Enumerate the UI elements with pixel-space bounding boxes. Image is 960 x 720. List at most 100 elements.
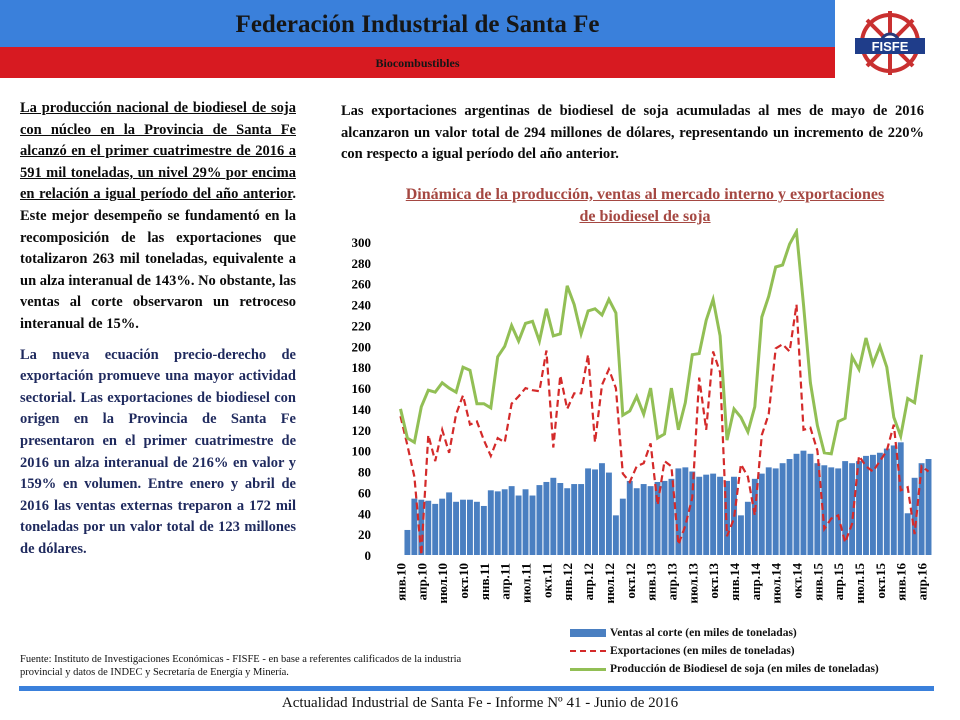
sales-bar: [508, 486, 515, 555]
sales-bar: [425, 500, 432, 555]
sales-bar: [661, 480, 668, 555]
sales-bar: [779, 463, 786, 555]
sales-bar: [696, 476, 703, 555]
sales-bar: [612, 515, 619, 555]
y-tick-label: 220: [352, 318, 372, 333]
exports-line: [399, 304, 930, 556]
x-tick-label: янв.15: [810, 563, 825, 601]
sales-bar: [682, 467, 689, 555]
sales-bar: [404, 529, 411, 555]
sales-bar: [849, 463, 856, 555]
fisfe-logo: FISFE: [855, 11, 925, 75]
sales-bar: [460, 499, 466, 555]
y-tick-label: 260: [352, 277, 372, 292]
sales-bar: [842, 461, 849, 555]
x-tick-label: июл.14: [769, 563, 784, 604]
sales-bar: [473, 501, 480, 555]
sales-bar: [432, 503, 439, 555]
y-tick-label: 60: [358, 485, 371, 500]
sales-bar: [619, 498, 626, 555]
legend-label-exports: Exportaciones (en miles de toneladas): [610, 645, 795, 657]
y-tick-label: 100: [352, 444, 372, 459]
y-tick-label: 180: [352, 360, 372, 375]
sales-bar: [578, 484, 585, 555]
sales-bar: [863, 455, 869, 555]
y-tick-label: 80: [358, 465, 371, 480]
section-bar: [0, 47, 835, 78]
legend-label-sales: Ventas al corte (en miles de toneladas): [610, 627, 797, 639]
sales-bar: [918, 463, 925, 555]
x-tick-label: июл.13: [685, 563, 700, 604]
sales-bar: [751, 478, 758, 555]
sales-bar: [564, 488, 571, 555]
sales-bar: [480, 505, 487, 555]
y-tick-label: 0: [365, 548, 372, 563]
sales-bar: [599, 463, 605, 555]
sales-bar: [536, 485, 543, 555]
sales-bar: [758, 473, 765, 555]
sales-bar: [585, 468, 592, 555]
y-tick-label: 200: [352, 339, 372, 354]
x-tick-label: янв.14: [727, 563, 742, 601]
x-tick-label: апр.10: [414, 563, 429, 600]
right-paragraph: Las exportaciones argentinas de biodiese…: [341, 103, 924, 163]
sales-bar: [821, 465, 828, 555]
y-tick-label: 140: [352, 402, 372, 417]
chart-title: Dinámica de la producción, ventas al mer…: [405, 186, 885, 225]
sales-bar: [800, 450, 807, 555]
sales-bar: [626, 480, 633, 555]
sales-bar: [550, 477, 557, 555]
x-tick-label: янв.16: [894, 563, 909, 601]
x-tick-label: окт.10: [456, 563, 471, 599]
sales-bar: [883, 448, 890, 555]
logo-text: FISFE: [872, 39, 909, 54]
sales-bar: [835, 468, 842, 555]
sales-bar: [925, 459, 932, 555]
x-tick-label: июл.11: [519, 563, 534, 603]
legend-swatch-production: [570, 667, 606, 671]
x-tick-label: окт.15: [873, 563, 888, 599]
left-paragraph-1: La producción nacional de biodiesel de s…: [20, 98, 296, 336]
sales-bar: [856, 461, 862, 555]
sales-bar: [904, 513, 911, 555]
x-tick-label: апр.12: [581, 563, 596, 600]
sales-bar: [605, 472, 612, 555]
sales-bar: [689, 471, 696, 555]
sales-bar: [654, 481, 661, 555]
sales-bar: [793, 453, 800, 555]
x-tick-label: июл.15: [852, 563, 867, 604]
y-tick-label: 300: [352, 235, 372, 250]
sales-bar: [897, 442, 904, 555]
sales-bar: [807, 453, 814, 555]
x-tick-label: июл.12: [602, 563, 617, 604]
y-tick-label: 40: [358, 506, 371, 521]
sales-bar: [501, 489, 508, 555]
sales-bar: [828, 467, 835, 555]
sales-bar: [717, 476, 724, 555]
legend-item-production: Producción de Biodiesel de soja (en mile…: [570, 660, 879, 678]
sales-bar: [744, 501, 751, 555]
sales-bar: [529, 495, 536, 555]
x-tick-label: апр.16: [915, 563, 930, 601]
sales-bar: [571, 484, 578, 555]
footer-bar: [19, 686, 934, 691]
x-tick-label: апр.14: [748, 563, 763, 601]
x-tick-label: окт.11: [539, 563, 554, 598]
sales-bar: [592, 469, 598, 555]
legend-swatch-sales: [570, 629, 606, 637]
sales-bar: [876, 452, 883, 555]
left-paragraph-2: La nueva ecuación precio-derecho de expo…: [20, 346, 296, 557]
biodiesel-chart: 0 20 40 60 80 100 120 140 160 180 200 220 240 260 280 3…: [352, 228, 932, 604]
page-title: Federación Industrial de Santa Fe: [235, 11, 600, 38]
x-tick-label: янв.12: [560, 563, 575, 601]
legend-item-sales: Ventas al corte (en miles de toneladas): [570, 624, 879, 642]
chart-legend: Ventas al corte (en miles de toneladas) …: [570, 624, 879, 678]
x-tick-label: апр.15: [831, 563, 846, 601]
x-tick-label: окт.14: [790, 563, 805, 599]
legend-label-production: Producción de Biodiesel de soja (en mile…: [610, 663, 879, 675]
sales-bar: [487, 490, 494, 555]
sales-bar: [765, 467, 772, 555]
sales-bar: [453, 501, 460, 555]
x-tick-label: окт.12: [623, 563, 638, 599]
sales-bar: [703, 474, 710, 555]
